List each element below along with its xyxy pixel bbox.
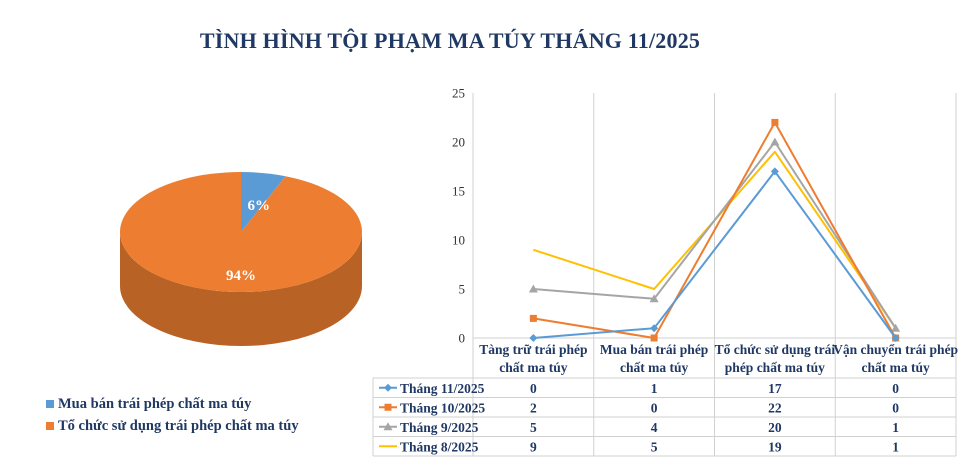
legend-swatch [46, 422, 54, 430]
table-cell-value: 0 [892, 381, 899, 396]
table-cell-value: 5 [530, 420, 537, 435]
y-tick-label: 15 [452, 184, 465, 199]
y-tick-label: 25 [452, 86, 465, 101]
table-cell-value: 2 [530, 400, 537, 415]
line-point [650, 334, 658, 342]
x-category-label: Mua bán trái phép [600, 342, 708, 357]
line-point [649, 294, 659, 303]
legend-label: Mua bán trái phép chất ma túy [58, 395, 252, 412]
table-cell-value: 5 [651, 439, 658, 454]
table-series-name: Tháng 8/2025 [400, 439, 479, 454]
line-point [891, 323, 901, 332]
table-cell-value: 1 [651, 381, 658, 396]
chart-title: TÌNH HÌNH TỘI PHẠM MA TÚY THÁNG 11/2025 [199, 28, 701, 53]
line-point [384, 383, 392, 392]
series-line [533, 141, 897, 329]
line-point [770, 167, 779, 176]
table-cell-value: 20 [768, 420, 782, 435]
pie-slice [119, 172, 362, 292]
x-category-label: chất ma túy [620, 360, 688, 375]
legend-label: Tổ chức sử dụng trái phép chất ma túy [58, 417, 299, 434]
line-point [529, 314, 537, 322]
x-category-label: Tổ chức sử dụng trái [715, 342, 836, 357]
series-group [528, 137, 901, 332]
pie-legend: Mua bán trái phép chất ma túy Tổ chức sử… [46, 393, 299, 437]
pie-slice [241, 172, 286, 232]
series-group [529, 167, 900, 342]
table-series-name: Tháng 10/2025 [400, 400, 485, 415]
y-tick-label: 20 [452, 135, 465, 150]
y-tick-label: 10 [452, 233, 465, 248]
line-point [650, 324, 659, 333]
series-line [533, 170, 897, 339]
line-point [383, 422, 393, 431]
table-cell-value: 1 [892, 439, 899, 454]
line-point [529, 334, 538, 342]
line-point [528, 284, 538, 293]
line-point [770, 137, 780, 146]
table-cell-value: 19 [768, 439, 782, 454]
legend-swatch [46, 400, 54, 408]
line-point [384, 403, 392, 411]
table-cell-value: 0 [530, 381, 537, 396]
pie-slice-side [120, 232, 362, 346]
line-point [771, 118, 779, 126]
table-cell-value: 9 [530, 439, 537, 454]
pie-chart: 6% 94% [119, 172, 362, 346]
table-series-name: Tháng 11/2025 [400, 381, 485, 396]
pie-data-label: 94% [226, 268, 256, 284]
series-line [533, 121, 897, 339]
y-tick-label: 5 [459, 282, 466, 297]
x-category-label: chất ma túy [862, 360, 930, 375]
table-cell-value: 0 [892, 400, 899, 415]
pie-data-label: 6% [247, 198, 270, 214]
table-cell-value: 0 [651, 400, 658, 415]
table-cell-value: 22 [768, 400, 782, 415]
x-category-label: Vận chuyển trái phép [833, 342, 958, 357]
table-series-name: Tháng 9/2025 [400, 420, 479, 435]
x-category-label: phép chất ma túy [725, 360, 825, 375]
y-tick-label: 0 [459, 331, 466, 346]
x-category-label: chất ma túy [499, 360, 567, 375]
table-cell-value: 4 [651, 420, 658, 435]
pie-legend-item: Mua bán trái phép chất ma túy [46, 393, 299, 415]
x-category-label: Tàng trữ trái phép [479, 342, 587, 357]
table-cell-value: 17 [768, 381, 782, 396]
line-point [891, 334, 900, 342]
pie-legend-item: Tổ chức sử dụng trái phép chất ma túy [46, 415, 299, 437]
table-cell-value: 1 [892, 420, 899, 435]
